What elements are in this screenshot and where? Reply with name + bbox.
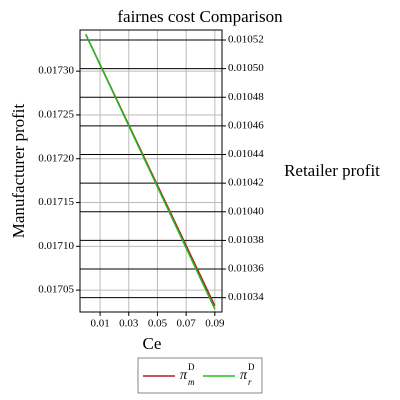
x-tick-label: 0.01 [90, 318, 109, 330]
y2-tick-label: 0.01040 [228, 205, 264, 217]
y-tick-label: 0.01730 [38, 65, 74, 77]
legend-sup: D [248, 362, 255, 372]
y2-tick-label: 0.01048 [228, 91, 264, 103]
y2-tick-label: 0.01050 [228, 62, 264, 74]
y-axis-label: Manufacturer profit [9, 103, 28, 238]
y2-tick-label: 0.01042 [228, 177, 264, 189]
line-series [85, 33, 216, 310]
y-tick-label: 0.01720 [38, 152, 74, 164]
x-tick-label: 0.03 [119, 318, 139, 330]
legend-label: π [240, 368, 248, 383]
plot-frame [79, 29, 223, 313]
y-tick-label: 0.01715 [38, 196, 74, 208]
x-tick-label: 0.05 [148, 318, 168, 330]
y2-axis-label: Retailer profit [284, 161, 380, 180]
y2-tick-label: 0.01044 [228, 148, 264, 160]
y-tick-label: 0.01705 [38, 284, 74, 296]
y-tick-label: 0.01725 [38, 108, 74, 120]
y2-tick-label: 0.01052 [228, 34, 264, 46]
y2-tick-label: 0.01036 [228, 263, 264, 275]
y2-tick-label: 0.01034 [228, 291, 264, 303]
legend-sub: r [248, 377, 252, 387]
legend-sup: D [188, 362, 195, 372]
x-axis-label: Ce [143, 334, 162, 353]
x-tick-label: 0.09 [205, 318, 225, 330]
y2-tick-label: 0.01046 [228, 119, 264, 131]
y-tick-label: 0.01710 [38, 240, 74, 252]
chart-title: fairnes cost Comparison [117, 7, 283, 26]
x-tick-label: 0.07 [177, 318, 197, 330]
legend-sub: m [188, 377, 195, 387]
y2-tick-label: 0.01038 [228, 234, 264, 246]
legend-label: π [180, 368, 188, 383]
